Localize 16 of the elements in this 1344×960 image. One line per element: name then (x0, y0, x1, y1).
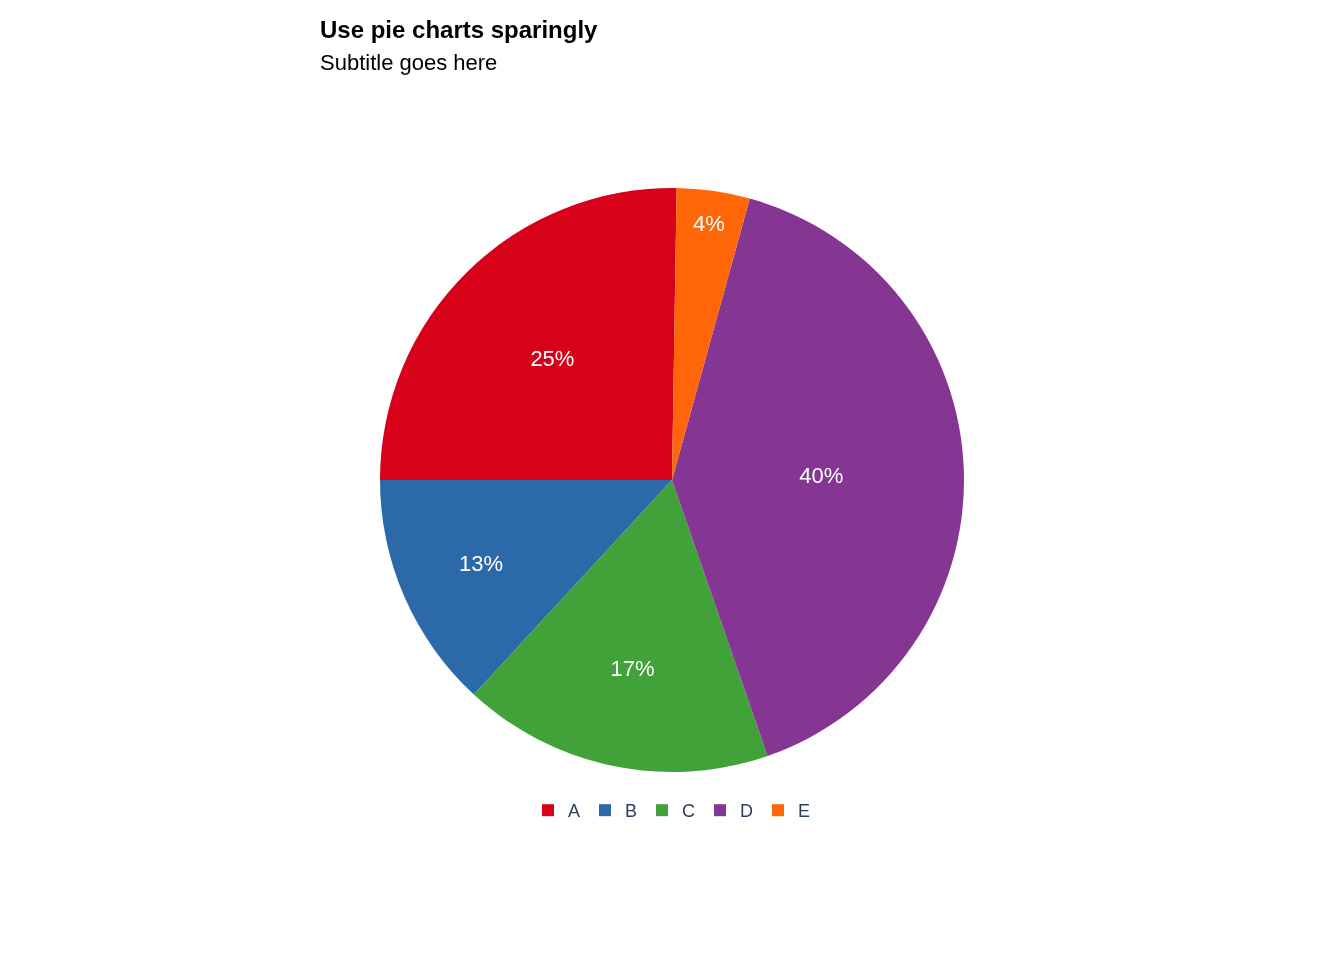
pie-slice (672, 198, 964, 756)
chart-title: Use pie charts sparingly (320, 16, 599, 44)
legend-label: E (798, 801, 811, 822)
legend-label: C (682, 801, 696, 822)
data-label: 17% (610, 656, 655, 682)
legend-label: B (625, 801, 638, 822)
pie-slice (380, 480, 672, 695)
data-label: 40% (799, 462, 844, 488)
pie-slice (380, 188, 677, 480)
legend-label: D (740, 801, 754, 822)
data-label: 25% (530, 345, 575, 371)
data-label: 4% (692, 210, 725, 236)
legend-label: A (568, 801, 581, 822)
data-label: 13% (459, 551, 504, 577)
pie-slice (672, 188, 750, 480)
chart-subtitle: Subtitle goes here (320, 49, 498, 75)
